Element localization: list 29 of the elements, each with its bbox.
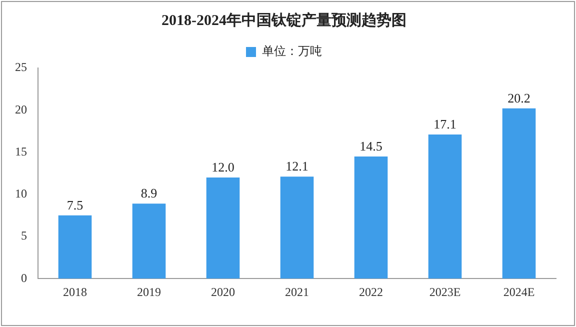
x-tick-label: 2022 (359, 284, 383, 299)
y-tick-label: 0 (21, 270, 27, 285)
chart-title: 2018-2024年中国钛锭产量预测趋势图 (162, 12, 406, 29)
data-label: 14.5 (360, 138, 382, 154)
data-label: 12.1 (286, 158, 308, 174)
y-tick-label: 20 (15, 102, 27, 116)
x-tick-label: 2018 (63, 284, 87, 299)
x-tick-label: 2020 (211, 284, 235, 299)
bar (354, 156, 388, 279)
data-label: 7.5 (66, 197, 84, 212)
x-tick-label: 2023E (429, 284, 461, 299)
bar (206, 178, 240, 279)
bar (58, 215, 92, 279)
y-tick-label: 25 (15, 60, 27, 74)
y-tick-label: 10 (15, 186, 27, 201)
data-label: 17.1 (434, 116, 456, 132)
bar (280, 176, 314, 279)
y-tick-label: 5 (21, 228, 27, 243)
data-label: 20.2 (508, 90, 530, 106)
x-tick-label: 2021 (285, 284, 309, 299)
x-tick-label: 2024E (503, 284, 535, 299)
data-label: 8.9 (140, 186, 158, 201)
data-label: 12.0 (212, 159, 234, 174)
bar (428, 134, 462, 279)
x-tick-label: 2019 (137, 284, 161, 299)
bar (132, 204, 166, 279)
bar (502, 108, 536, 279)
y-tick-label: 15 (15, 144, 27, 158)
legend-label: 单位：万吨 (262, 44, 322, 58)
